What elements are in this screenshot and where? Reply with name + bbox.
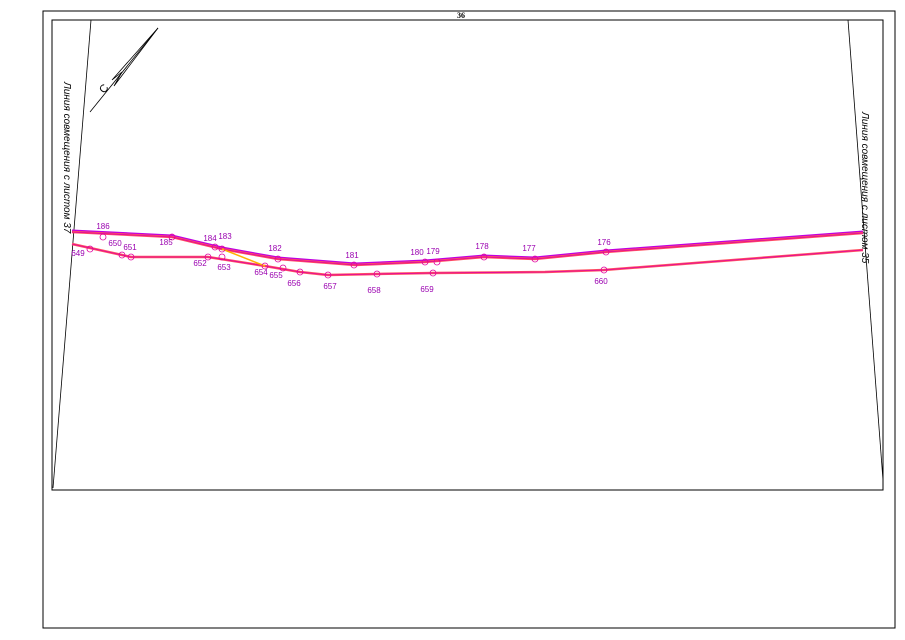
point-marker bbox=[531, 255, 539, 263]
point-label: 655 bbox=[269, 271, 283, 280]
point-marker bbox=[433, 258, 441, 266]
point-label: 184 bbox=[203, 234, 217, 243]
point-label: 660 bbox=[594, 277, 608, 286]
north-arrow bbox=[89, 27, 159, 113]
left-match-line bbox=[52, 19, 92, 489]
point-marker bbox=[274, 255, 282, 263]
point-marker bbox=[602, 248, 610, 256]
point-label: 656 bbox=[287, 279, 301, 288]
point-marker bbox=[480, 253, 488, 261]
top-line-core bbox=[71, 231, 864, 266]
point-label: 654 bbox=[254, 268, 268, 277]
point-label: 650 bbox=[108, 239, 122, 248]
point-marker bbox=[261, 262, 269, 270]
point-label: 180 bbox=[410, 248, 424, 257]
bottom-line-core bbox=[71, 243, 864, 276]
point-marker bbox=[218, 253, 226, 261]
point-marker bbox=[429, 269, 437, 277]
point-label: 185 bbox=[159, 238, 173, 247]
point-label: 652 bbox=[193, 259, 207, 268]
point-label: 659 bbox=[420, 285, 434, 294]
point-marker bbox=[99, 233, 107, 241]
point-marker bbox=[296, 268, 304, 276]
sheet-number: 36 bbox=[457, 11, 465, 20]
point-label: 651 bbox=[123, 243, 137, 252]
point-marker bbox=[118, 251, 126, 259]
point-label: 186 bbox=[96, 222, 110, 231]
point-marker bbox=[373, 270, 381, 278]
point-label: 653 bbox=[217, 263, 231, 272]
point-marker bbox=[279, 264, 287, 272]
right-match-line bbox=[847, 19, 884, 481]
point-label: 182 bbox=[268, 244, 282, 253]
point-marker bbox=[421, 258, 429, 266]
right-match-label: Линия совмещения с листом 35 bbox=[859, 111, 870, 264]
point-label: 178 bbox=[475, 242, 489, 251]
boundary-lines bbox=[71, 229, 864, 279]
point-marker bbox=[168, 233, 176, 241]
outer-frame bbox=[42, 10, 896, 629]
point-marker bbox=[350, 261, 358, 269]
point-marker bbox=[324, 271, 332, 279]
north-label: С bbox=[97, 82, 111, 96]
point-marker bbox=[218, 245, 226, 253]
point-label: 179 bbox=[426, 247, 440, 256]
point-label: 657 bbox=[323, 282, 337, 291]
point-label: 176 bbox=[597, 238, 611, 247]
point-marker bbox=[600, 266, 608, 274]
point-label: 183 bbox=[218, 232, 232, 241]
point-label: 181 bbox=[345, 251, 359, 260]
map-frame bbox=[51, 19, 884, 491]
point-label: 658 bbox=[367, 286, 381, 295]
left-match-label: Линия совмещения с листом 37 bbox=[61, 81, 72, 234]
point-label: 649 bbox=[71, 249, 85, 258]
point-marker bbox=[204, 253, 212, 261]
point-marker bbox=[127, 253, 135, 261]
point-marker bbox=[86, 245, 94, 253]
point-label: 177 bbox=[522, 244, 536, 253]
point-marker bbox=[211, 243, 219, 251]
connector bbox=[221, 248, 266, 267]
